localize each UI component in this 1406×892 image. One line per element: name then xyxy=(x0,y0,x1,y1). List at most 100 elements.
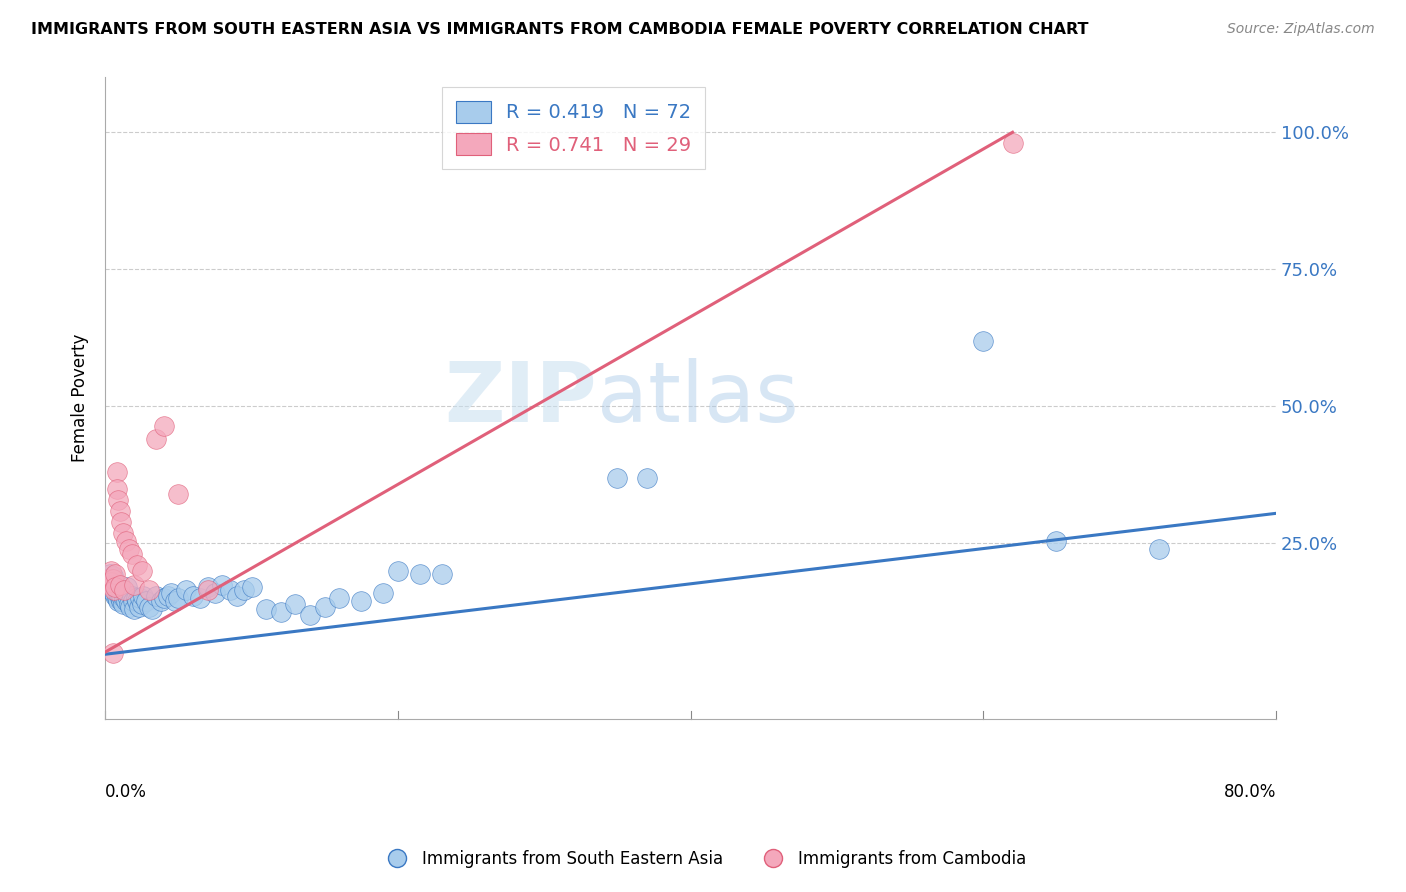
Point xyxy=(972,334,994,348)
Point xyxy=(100,574,122,589)
Legend: R = 0.419   N = 72, R = 0.741   N = 29: R = 0.419 N = 72, R = 0.741 N = 29 xyxy=(441,87,704,169)
Point xyxy=(387,564,409,578)
Point xyxy=(141,602,163,616)
Point xyxy=(1045,533,1067,548)
Point xyxy=(107,492,129,507)
Point xyxy=(112,591,135,606)
Point xyxy=(167,591,190,606)
Point xyxy=(152,418,174,433)
Point xyxy=(409,566,432,581)
Point xyxy=(105,482,128,496)
Point xyxy=(122,594,145,608)
Point xyxy=(110,515,132,529)
Point xyxy=(111,597,134,611)
Point xyxy=(108,577,131,591)
Point xyxy=(124,577,146,591)
Point xyxy=(128,599,150,614)
Y-axis label: Female Poverty: Female Poverty xyxy=(72,334,89,462)
Point xyxy=(101,572,124,586)
Point xyxy=(127,558,149,573)
Point xyxy=(107,586,129,600)
Point xyxy=(105,591,128,606)
Point xyxy=(240,580,263,594)
Point xyxy=(97,572,120,586)
Point xyxy=(100,583,122,598)
Point xyxy=(105,465,128,479)
Point xyxy=(108,503,131,517)
Text: ZIP: ZIP xyxy=(444,358,598,439)
Point xyxy=(103,583,125,598)
Point xyxy=(121,548,143,562)
Point xyxy=(112,583,135,598)
Point xyxy=(108,591,131,606)
Text: 80.0%: 80.0% xyxy=(1223,783,1277,801)
Point xyxy=(636,471,658,485)
Point xyxy=(104,580,127,594)
Point xyxy=(131,564,153,578)
Point xyxy=(328,591,350,606)
Point xyxy=(1001,136,1024,151)
Point xyxy=(114,533,136,548)
Point xyxy=(284,597,307,611)
Point xyxy=(125,591,148,606)
Point xyxy=(135,594,157,608)
Point xyxy=(114,594,136,608)
Point xyxy=(120,599,142,614)
Point xyxy=(104,566,127,581)
Point xyxy=(98,577,121,591)
Text: IMMIGRANTS FROM SOUTH EASTERN ASIA VS IMMIGRANTS FROM CAMBODIA FEMALE POVERTY CO: IMMIGRANTS FROM SOUTH EASTERN ASIA VS IM… xyxy=(31,22,1088,37)
Point xyxy=(121,589,143,603)
Text: 0.0%: 0.0% xyxy=(105,783,148,801)
Point xyxy=(145,433,167,447)
Point xyxy=(181,589,204,603)
Point xyxy=(373,586,395,600)
Point xyxy=(101,646,124,660)
Point xyxy=(167,487,190,501)
Point xyxy=(138,583,160,598)
Point xyxy=(124,602,146,616)
Point xyxy=(117,541,139,556)
Point xyxy=(157,589,180,603)
Legend: Immigrants from South Eastern Asia, Immigrants from Cambodia: Immigrants from South Eastern Asia, Immi… xyxy=(374,844,1032,875)
Point xyxy=(107,594,129,608)
Point xyxy=(115,589,138,603)
Point xyxy=(314,599,336,614)
Point xyxy=(299,607,322,622)
Point xyxy=(105,583,128,598)
Point xyxy=(233,583,256,598)
Point xyxy=(218,583,240,598)
Point xyxy=(211,577,233,591)
Point xyxy=(108,583,131,598)
Point xyxy=(98,577,121,591)
Point xyxy=(1147,541,1170,556)
Point xyxy=(350,594,373,608)
Point xyxy=(145,589,167,603)
Point xyxy=(131,597,153,611)
Point xyxy=(254,602,277,616)
Point xyxy=(197,580,219,594)
Point xyxy=(110,594,132,608)
Point xyxy=(606,471,628,485)
Point xyxy=(100,564,122,578)
Point xyxy=(160,586,183,600)
Point xyxy=(104,589,127,603)
Point xyxy=(103,577,125,591)
Point xyxy=(174,583,197,598)
Point xyxy=(110,589,132,603)
Point xyxy=(138,599,160,614)
Point xyxy=(97,572,120,586)
Point xyxy=(98,566,121,581)
Point xyxy=(226,589,249,603)
Point xyxy=(129,591,152,606)
Point xyxy=(188,591,211,606)
Point xyxy=(117,597,139,611)
Text: Source: ZipAtlas.com: Source: ZipAtlas.com xyxy=(1227,22,1375,37)
Text: atlas: atlas xyxy=(598,358,799,439)
Point xyxy=(149,594,172,608)
Point xyxy=(100,572,122,586)
Point xyxy=(112,583,135,598)
Point xyxy=(101,580,124,594)
Point xyxy=(270,605,292,619)
Point xyxy=(197,583,219,598)
Point xyxy=(115,580,138,594)
